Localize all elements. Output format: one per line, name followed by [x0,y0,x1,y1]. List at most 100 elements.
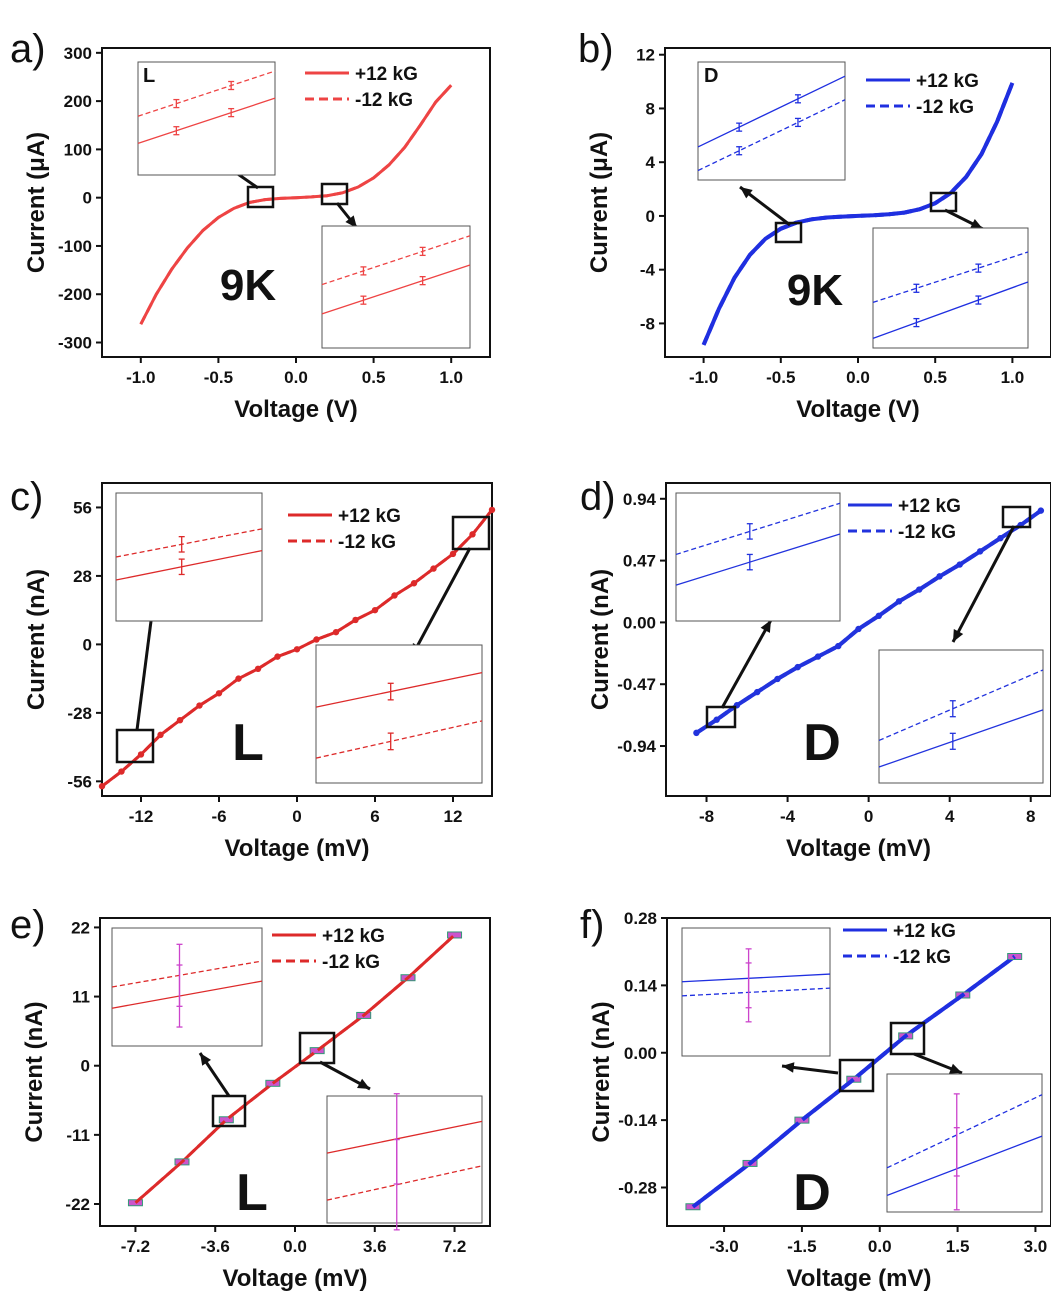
y-tick-label: -200 [58,285,92,304]
y-tick-label: -56 [67,772,92,791]
y-tick-label: 12 [636,46,655,65]
panel-letter: c) [10,475,43,519]
data-point [127,1199,143,1207]
inset-solid-line [872,281,1029,340]
y-tick-label: 0 [81,1057,90,1076]
series-line [695,508,1043,735]
x-tick-label: 4 [945,807,955,826]
x-tick-label: 0.0 [846,368,870,387]
y-tick-label: -28 [67,704,92,723]
data-point [447,931,463,939]
inset-frame [111,927,263,1047]
panel-c: c) -12 -6 0 6 12 56 28 0 -28 -56 Voltage (mV) Curren… [10,475,496,862]
panel-letter: e) [10,903,46,947]
y-axis-label: Current (nA) [23,569,50,710]
panel-letter: d) [580,475,616,519]
inset-solid-line [315,671,483,708]
x-tick-label: 0.0 [283,1237,307,1256]
panel-big-label: L [232,714,264,772]
x-tick-label: -3.6 [201,1237,230,1256]
inset-plot [321,225,471,349]
y-tick-label: 22 [71,918,90,937]
y-tick-label: 0 [83,189,92,208]
legend-entry: +12 kG [916,71,979,92]
arrow-head [953,629,964,642]
inset-plot [872,227,1029,349]
inset-dashed-line [326,1165,483,1201]
x-tick-label: 3.6 [363,1237,387,1256]
y-tick-label: -300 [58,334,92,353]
pointer-arrow [410,547,472,657]
x-tick-label: 1.0 [439,368,463,387]
y-tick-label: -0.47 [617,675,656,694]
data-point [218,1116,234,1124]
y-axis-label: Current (nA) [588,1001,615,1142]
x-axis-label: Voltage (mV) [787,1265,932,1292]
legend-entry: +12 kG [355,64,418,85]
series-line [139,84,453,325]
inset-plot [878,649,1044,784]
inset-plot [115,492,263,622]
x-tick-label: -1.0 [689,368,718,387]
arrow-head [782,1062,795,1073]
panel-a: a) -1.0 -0.5 0.0 0.5 1.0 300 200 100 0 -100 -200 -30… [10,27,491,423]
data-point [352,616,359,624]
y-tick-label: 28 [73,567,92,586]
x-tick-label: -12 [129,807,154,826]
inset-frame [878,649,1044,784]
y-tick-label: -4 [640,261,656,280]
y-tick-label: -0.94 [617,737,656,756]
inset-plot [886,1073,1043,1213]
x-tick-label: 1.0 [1001,368,1025,387]
inset-frame [115,492,263,622]
arrow-head [345,215,357,228]
x-tick-label: 0.0 [868,1237,892,1256]
inset-dashed-line [111,960,263,988]
inset-dashed-line [697,99,846,172]
zoom-box [1001,505,1032,529]
data-point [794,1116,810,1124]
panel-big-label: D [803,714,841,772]
arrow-head [949,1063,962,1074]
legend-entry: -12 kG [338,532,396,553]
inset-plot [315,644,483,784]
x-axis-label: Voltage (V) [796,396,920,423]
inset-solid-line [681,973,831,983]
legend-entry: -12 kG [322,952,380,973]
inset-solid-line [878,709,1044,768]
y-tick-label: 0.00 [623,613,656,632]
inset-solid-line [886,1135,1043,1197]
data-point [846,1075,862,1083]
legend-entry: +12 kG [322,926,385,947]
zoom-box [115,728,155,764]
y-tick-label: 200 [64,92,92,111]
x-tick-label: 12 [444,807,463,826]
y-tick-label: -8 [640,314,655,333]
x-axis-label: Voltage (mV) [786,835,931,862]
zoom-box [320,182,349,206]
arrow-head [760,620,771,633]
inset-solid-line [115,549,263,581]
inset-solid-line [326,1120,483,1154]
inset-solid-line [697,75,846,148]
panel-big-label: 9K [220,261,276,310]
inset-dashed-line [872,251,1029,304]
inset-solid-line [321,264,471,315]
x-tick-label: 6 [370,807,379,826]
x-tick-label: 1.5 [946,1237,970,1256]
x-tick-label: 0 [292,807,301,826]
y-tick-label: -22 [65,1195,90,1214]
y-tick-label: 8 [646,99,655,118]
series-line [691,954,1016,1209]
data-point [309,1047,325,1055]
inset-dashed-line [886,1094,1043,1169]
x-tick-label: 0.5 [923,368,947,387]
inset-dashed-line [321,235,471,286]
zoom-box [298,1031,336,1065]
inset-frame [315,644,483,784]
y-axis-label: Current (μA) [23,132,50,273]
series-line [134,933,456,1204]
y-tick-label: 0 [646,207,655,226]
legend-entry: +12 kG [898,496,961,517]
x-tick-label: -6 [211,807,226,826]
